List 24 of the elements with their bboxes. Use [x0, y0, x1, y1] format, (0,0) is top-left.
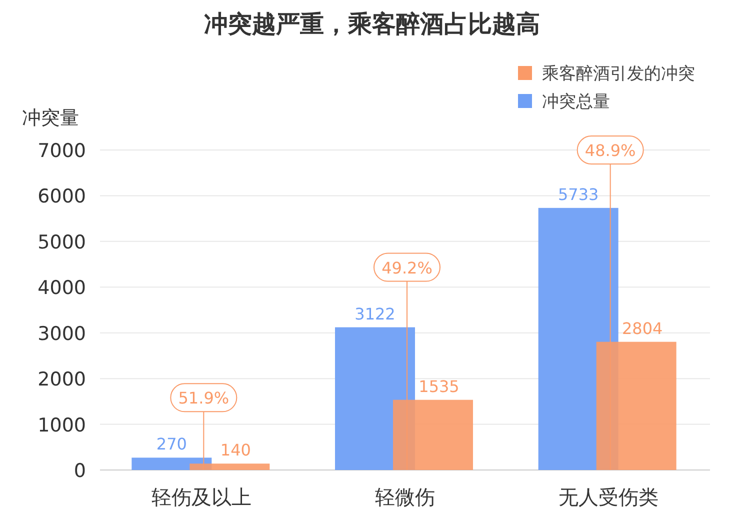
annotation: 51.9%	[178, 388, 230, 408]
data-label: 2804	[622, 318, 663, 338]
y-axis-title: 冲突量	[22, 107, 79, 129]
data-label: 5733	[558, 184, 599, 204]
data-label: 3122	[354, 304, 396, 324]
y-tick-label: 1000	[38, 414, 86, 436]
y-tick-label: 7000	[38, 140, 86, 162]
y-tick-label: 6000	[38, 186, 86, 208]
x-tick-label: 无人受伤类	[558, 485, 658, 509]
annotation: 48.9%	[584, 141, 636, 160]
data-label: 140	[220, 440, 251, 460]
y-tick-label: 4000	[38, 277, 86, 300]
y-tick-label: 3000	[38, 322, 86, 345]
legend-label: 冲突总量	[542, 92, 610, 112]
x-tick-label: 轻微伤	[375, 485, 435, 509]
data-label: 1535	[418, 376, 460, 396]
legend-label: 乘客醉酒引发的冲突	[542, 64, 695, 84]
annotation: 49.2%	[382, 258, 432, 278]
x-tick-label: 轻伤及以上	[152, 485, 252, 509]
y-tick-label: 2000	[38, 368, 86, 391]
data-label: 270	[156, 434, 187, 454]
chart-title: 冲突越严重，乘客醉酒占比越高	[204, 10, 540, 38]
y-tick-label: 5000	[38, 231, 86, 254]
y-tick-label: 0	[74, 460, 86, 482]
